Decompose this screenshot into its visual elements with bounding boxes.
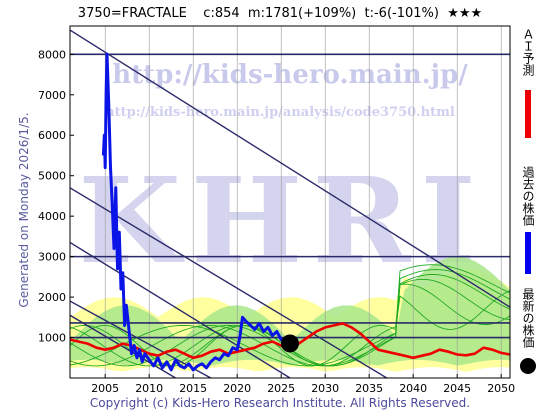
legend-label-history: 過去の株価 — [521, 166, 535, 226]
x-tick-label: 2015 — [179, 382, 207, 395]
x-tick-label: 2020 — [223, 382, 251, 395]
axes: 2005 2010 2015 2020 2025 2030 2035 2040 2045 2050… — [38, 48, 515, 395]
trend-line — [70, 187, 388, 378]
series — [70, 52, 510, 372]
x-tick-label: 2010 — [135, 382, 163, 395]
copyright-footer: Copyright (c) Kids-Hero Research Institu… — [89, 396, 471, 410]
forecast-band-line — [70, 290, 510, 367]
x-tick-label: 2035 — [355, 382, 383, 395]
watermark-sub-url: http://kids-hero.main.jp/analysis/code37… — [105, 105, 455, 120]
history-line — [101, 52, 291, 372]
y-tick-label: 3000 — [38, 251, 66, 264]
red-line-icon — [525, 90, 531, 138]
plot-frame — [69, 25, 511, 379]
trend-line — [70, 241, 291, 378]
y-tick-label: 6000 — [38, 129, 66, 142]
x-tick-label: 2030 — [311, 382, 339, 395]
y-tick-label: 5000 — [38, 170, 66, 183]
grid — [104, 26, 502, 378]
x-tick-label: 2005 — [91, 382, 119, 395]
y-tick-label: 2000 — [38, 291, 66, 304]
blue-line-icon — [525, 232, 531, 274]
x-tick-label: 2050 — [487, 382, 515, 395]
y-tick-label: 8000 — [38, 48, 66, 61]
y-tick-label: 4000 — [38, 210, 66, 223]
forecast-band-inner — [70, 256, 510, 366]
x-tick-label: 2045 — [443, 382, 471, 395]
legend-label-forecast: ＡＩ予測 — [521, 28, 535, 76]
x-tick-label: 2040 — [399, 382, 427, 395]
y-tick-label: 7000 — [38, 89, 66, 102]
forecast-band-line — [70, 264, 510, 367]
chart-title: 3750=FRACTALE c:854 m:1781(+109%) t:-6(-… — [77, 6, 483, 21]
watermark: http://kids-hero.main.jp/http://kids-her… — [78, 60, 485, 290]
x-tick-label: 2025 — [267, 382, 295, 395]
watermark-logo: KHRI — [78, 151, 485, 290]
trend-line — [70, 29, 510, 308]
trend-lines — [70, 29, 510, 378]
legend-item-history: 過去の株価 — [516, 166, 540, 274]
latest-price-marker — [281, 334, 299, 353]
black-dot-icon — [520, 358, 536, 374]
watermark-url: http://kids-hero.main.jp/ — [112, 60, 468, 90]
trend-line — [70, 314, 176, 378]
legend-label-latest: 最新の株価 — [521, 288, 535, 348]
legend-item-latest: 最新の株価 — [516, 288, 540, 378]
legend-item-forecast: ＡＩ予測 — [516, 28, 540, 148]
y-tick-label: 1000 — [38, 332, 66, 345]
